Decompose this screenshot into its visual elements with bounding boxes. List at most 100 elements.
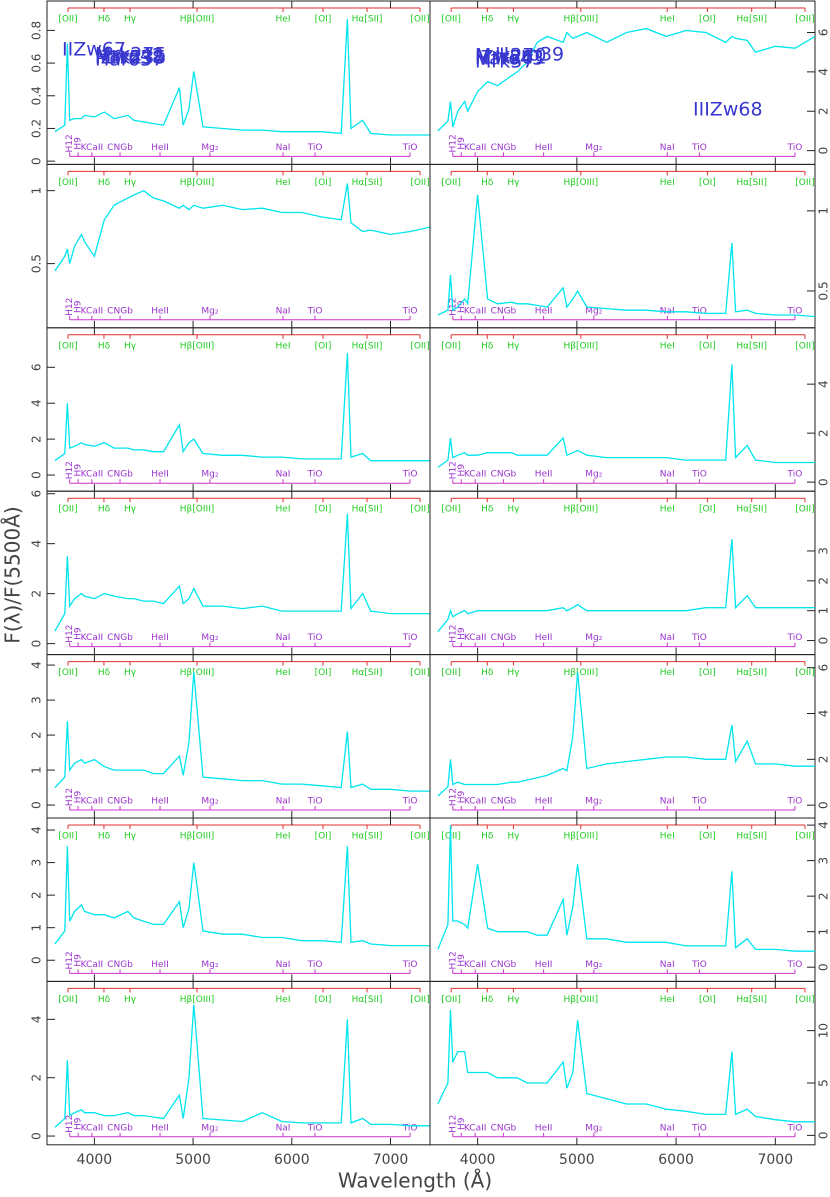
panel-frame	[46, 654, 431, 819]
x-axis-label: Wavelength (Å)	[338, 1169, 492, 1193]
marker-label: CNGb	[491, 143, 517, 153]
panel-title: Mrk235	[95, 47, 166, 69]
marker-label: Hβ[OIII]	[564, 668, 599, 678]
y-tick-label: 2	[817, 756, 830, 764]
y-tick-label: 0	[30, 956, 44, 964]
marker-label: CNGb	[491, 1123, 517, 1133]
y-tick-label: 0	[30, 1132, 44, 1140]
y-tick-label: 6	[817, 29, 830, 37]
marker-label: TiO	[787, 797, 803, 807]
y-tick-label: 4	[30, 661, 44, 669]
marker-label: Hδ	[98, 341, 111, 351]
marker-label: Hα[SII]	[736, 505, 767, 515]
spectrum-line	[54, 846, 430, 947]
marker-label: HeII	[535, 633, 553, 643]
spectrum-line	[437, 1009, 815, 1123]
panel-title: Haro38	[95, 47, 164, 69]
panel-title: Mrk275	[95, 44, 166, 66]
y-tick-label: 0	[817, 147, 830, 155]
y-tick-label: 2	[30, 590, 44, 598]
spectrum-line	[437, 672, 815, 797]
marker-label: [OII]	[795, 15, 814, 25]
marker-label: TiO	[307, 143, 323, 153]
panel-title: Mrk270	[475, 45, 546, 67]
marker-label: Hδ	[98, 178, 111, 188]
x-tick-label: 7000	[757, 1152, 793, 1168]
panel-title: IIZw67	[62, 39, 126, 61]
marker-label: HeI	[660, 505, 675, 515]
y-tick-label: 2	[817, 107, 830, 115]
panel-frame	[429, 980, 816, 1146]
spectrum-line	[54, 352, 430, 462]
y-tick-label: 0	[817, 1132, 830, 1140]
y-tick-label: 3	[817, 547, 830, 555]
panel-frame	[429, 817, 816, 982]
marker-label: [OII]	[410, 341, 429, 351]
marker-label: H12	[65, 298, 75, 316]
y-axis-label: F(λ)/F(5500Å)	[1, 506, 25, 643]
spectrum-line	[54, 183, 430, 272]
marker-label: CNGb	[107, 1123, 133, 1133]
marker-label: NaI	[660, 797, 675, 807]
marker-label: KCaII	[81, 633, 104, 643]
marker-label: KCaII	[464, 960, 487, 970]
marker-label: TiO	[787, 633, 803, 643]
marker-label: Mg₂	[201, 470, 218, 480]
spectrum-line	[437, 538, 815, 633]
marker-label: NaI	[276, 306, 291, 316]
marker-label: TiO	[691, 633, 707, 643]
marker-label: Mg₂	[201, 633, 218, 643]
marker-label: TiO	[402, 306, 418, 316]
panel-frame	[46, 163, 431, 329]
panel-frame	[429, 327, 816, 492]
marker-label: Hα[SII]	[736, 995, 767, 1005]
marker-label: NaI	[660, 1123, 675, 1133]
marker-label: [OII]	[795, 668, 814, 678]
panel-frame	[429, 490, 816, 656]
y-tick-label: 4	[817, 380, 830, 388]
y-tick-label: 4	[817, 821, 830, 829]
marker-label: Hα[SII]	[352, 15, 383, 25]
marker-label: Mg₂	[201, 960, 218, 970]
marker-label: [OI]	[699, 832, 716, 842]
marker-label: H9	[457, 790, 467, 803]
y-tick-label: 0	[30, 471, 44, 479]
marker-label: H9	[74, 300, 84, 313]
marker-label: HeI	[276, 668, 291, 678]
marker-label: H12	[448, 788, 458, 806]
marker-label: CNGb	[491, 470, 517, 480]
marker-label: Hβ[OIII]	[564, 995, 599, 1005]
marker-label: [OII]	[410, 832, 429, 842]
marker-label: HeII	[535, 797, 553, 807]
marker-label: Hα[SII]	[736, 15, 767, 25]
marker-label: Mg₂	[201, 143, 218, 153]
marker-label: Mg₂	[585, 1123, 602, 1133]
marker-label: Hδ	[481, 178, 494, 188]
marker-label: Hα[SII]	[352, 668, 383, 678]
marker-label: Mg₂	[585, 960, 602, 970]
x-tick-label: 5000	[175, 1152, 211, 1168]
marker-label: NaI	[660, 633, 675, 643]
marker-label: H12	[448, 298, 458, 316]
marker-label: Hβ[OIII]	[564, 832, 599, 842]
marker-label: KCaII	[464, 143, 487, 153]
marker-label: Hβ[OIII]	[180, 995, 215, 1005]
marker-label: CNGb	[107, 797, 133, 807]
marker-label: H12	[448, 461, 458, 479]
marker-label: HeI	[660, 995, 675, 1005]
y-tick-label: 0	[817, 478, 830, 486]
marker-label: H9	[74, 464, 84, 477]
marker-label: TiO	[402, 1123, 418, 1133]
marker-label: H12	[448, 951, 458, 969]
y-tick-label: 1	[30, 924, 44, 932]
marker-label: HeI	[276, 15, 291, 25]
panel-frame	[46, 327, 431, 492]
marker-label: Mg₂	[201, 797, 218, 807]
y-tick-label: 1	[30, 187, 44, 195]
marker-label: Hβ[OIII]	[564, 505, 599, 515]
y-tick-label: 4	[30, 1016, 44, 1024]
marker-label: TiO	[402, 797, 418, 807]
marker-label: [OII]	[410, 15, 429, 25]
y-tick-label: 0	[817, 637, 830, 645]
